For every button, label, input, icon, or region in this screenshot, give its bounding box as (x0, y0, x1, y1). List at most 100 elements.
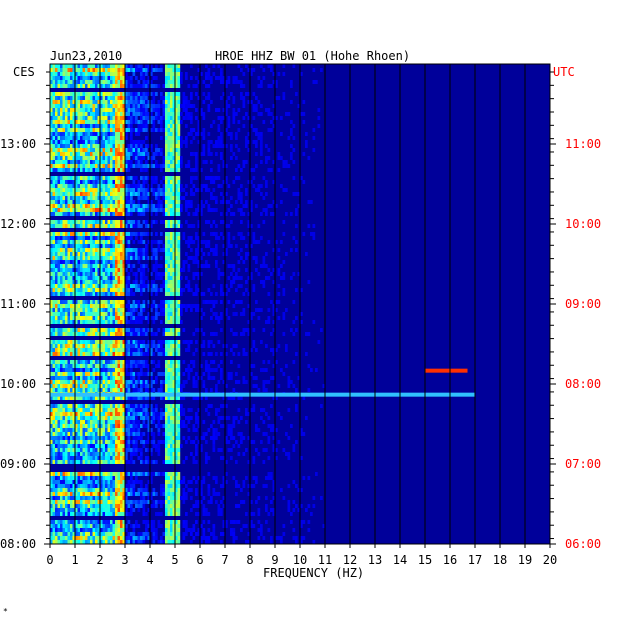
heat-cell (152, 388, 156, 392)
heat-cell (117, 368, 121, 372)
heat-cell (75, 224, 78, 228)
heat-cell (57, 404, 61, 408)
heat-cell (80, 132, 83, 136)
heat-cell (152, 208, 156, 212)
heat-cell (170, 220, 173, 224)
heat-cell (92, 204, 96, 208)
heat-cell (185, 252, 188, 256)
heat-cell (145, 364, 148, 368)
heat-cell (240, 248, 243, 252)
heat-cell (225, 84, 228, 88)
heat-cell (120, 64, 123, 68)
heat-cell (235, 144, 238, 148)
heat-cell (125, 96, 128, 100)
heat-cell (90, 72, 93, 76)
heat-cell (175, 152, 178, 156)
heat-cell (80, 196, 83, 200)
heat-cell (125, 236, 128, 240)
heat-cell (302, 120, 306, 124)
heat-cell (95, 316, 98, 320)
heat-cell (272, 280, 276, 284)
heat-cell (125, 152, 128, 156)
heat-cell (125, 276, 128, 280)
heat-cell (97, 320, 101, 324)
heat-cell (55, 184, 58, 188)
heat-cell (230, 264, 233, 268)
heat-cell (177, 100, 181, 104)
heat-cell (80, 248, 83, 252)
heat-cell (65, 84, 68, 88)
heat-cell (55, 332, 58, 336)
heat-cell (117, 244, 121, 248)
heat-cell (72, 188, 76, 192)
heat-cell (137, 224, 141, 228)
heat-cell (57, 168, 61, 172)
heat-cell (110, 220, 113, 224)
heat-cell (112, 320, 116, 324)
heat-cell (65, 236, 68, 240)
heat-cell (287, 376, 291, 380)
heat-cell (177, 360, 181, 364)
heat-cell (177, 352, 181, 356)
heat-cell (115, 80, 118, 84)
heat-cell (52, 108, 56, 112)
heat-cell (172, 416, 176, 420)
heat-cell (115, 384, 118, 388)
heat-cell (150, 72, 153, 76)
heat-cell (92, 128, 96, 132)
heat-cell (290, 100, 293, 104)
heat-cell (107, 212, 111, 216)
heat-cell (155, 220, 158, 224)
heat-cell (200, 72, 203, 76)
heat-cell (75, 352, 78, 356)
heat-cell (55, 160, 58, 164)
heat-cell (70, 120, 73, 124)
heat-cell (247, 304, 251, 308)
heat-cell (167, 156, 171, 160)
heat-cell (252, 404, 256, 408)
heat-cell (70, 248, 73, 252)
heat-cell (247, 92, 251, 96)
heat-cell (285, 348, 288, 352)
heat-cell (120, 80, 123, 84)
heat-cell (137, 372, 141, 376)
heat-cell (220, 140, 223, 144)
heat-cell (240, 256, 243, 260)
heat-cell (135, 288, 138, 292)
heat-cell (275, 80, 278, 84)
heat-cell (72, 68, 76, 72)
heat-cell (87, 80, 91, 84)
heat-cell (115, 312, 118, 316)
heat-cell (280, 132, 283, 136)
heat-cell (150, 220, 153, 224)
heat-cell (82, 264, 86, 268)
heat-cell (150, 184, 153, 188)
heat-cell (57, 248, 61, 252)
heat-cell (67, 168, 71, 172)
heat-cell (65, 116, 68, 120)
heat-cell (67, 184, 71, 188)
heat-cell (82, 156, 86, 160)
heat-cell (242, 84, 246, 88)
heat-cell (167, 388, 171, 392)
heat-cell (130, 348, 133, 352)
heat-cell (185, 276, 188, 280)
heat-cell (62, 300, 66, 304)
heat-cell (167, 300, 171, 304)
heat-cell (232, 344, 236, 348)
heat-cell (235, 300, 238, 304)
heat-cell (55, 128, 58, 132)
heat-cell (182, 108, 186, 112)
heat-cell (127, 340, 131, 344)
heat-cell (190, 140, 193, 144)
heat-cell (122, 240, 126, 244)
heat-cell (182, 96, 186, 100)
heat-cell (147, 364, 151, 368)
heat-cell (180, 312, 183, 316)
heat-cell (150, 240, 153, 244)
heat-cell (170, 360, 173, 364)
heat-cell (177, 128, 181, 132)
heat-cell (57, 204, 61, 208)
heat-cell (77, 128, 81, 132)
heat-cell (85, 360, 88, 364)
